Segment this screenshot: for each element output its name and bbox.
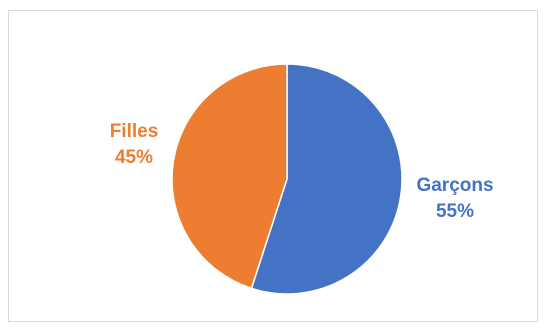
data-label-garcons-category: Garçons bbox=[416, 175, 494, 196]
data-label-filles: Filles 45% bbox=[97, 119, 171, 171]
pie-slice-garons bbox=[250, 63, 403, 295]
chart-area: Filles 45% Garçons 55% bbox=[8, 10, 538, 322]
data-label-garcons: Garçons 55% bbox=[405, 173, 505, 225]
pie-slice-filles bbox=[171, 63, 288, 290]
data-label-filles-category: Filles bbox=[109, 121, 159, 142]
data-label-garcons-percent: 55% bbox=[435, 201, 475, 222]
data-label-filles-percent: 45% bbox=[114, 147, 154, 168]
pie-slices bbox=[171, 63, 403, 295]
pie-chart bbox=[171, 63, 403, 295]
